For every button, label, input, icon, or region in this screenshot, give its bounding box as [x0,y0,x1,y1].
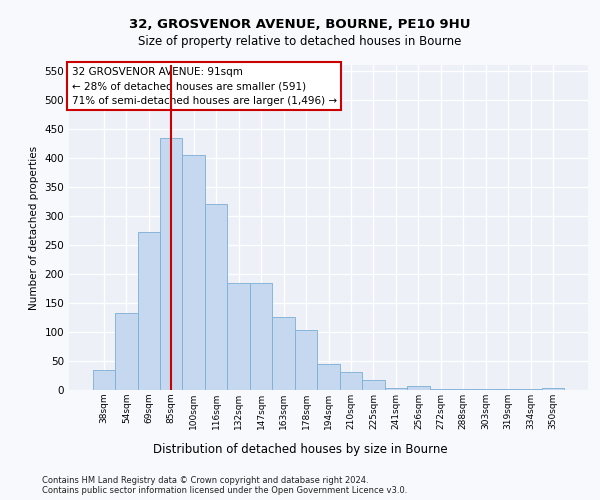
Text: Distribution of detached houses by size in Bourne: Distribution of detached houses by size … [152,442,448,456]
Text: 32 GROSVENOR AVENUE: 91sqm
← 28% of detached houses are smaller (591)
71% of sem: 32 GROSVENOR AVENUE: 91sqm ← 28% of deta… [71,66,337,106]
Text: 32, GROSVENOR AVENUE, BOURNE, PE10 9HU: 32, GROSVENOR AVENUE, BOURNE, PE10 9HU [129,18,471,30]
Bar [250,283,272,390]
Bar [407,386,430,390]
Bar [362,380,385,390]
Bar [160,138,182,390]
Bar [205,204,227,390]
Bar [317,364,340,390]
Bar [182,155,205,390]
Bar [430,389,452,390]
Text: Contains public sector information licensed under the Open Government Licence v3: Contains public sector information licen… [42,486,407,495]
Bar [340,372,362,390]
Y-axis label: Number of detached properties: Number of detached properties [29,146,39,310]
Bar [115,313,137,390]
Bar [227,283,250,390]
Bar [295,330,317,390]
Text: Size of property relative to detached houses in Bourne: Size of property relative to detached ho… [139,35,461,48]
Text: Contains HM Land Registry data © Crown copyright and database right 2024.: Contains HM Land Registry data © Crown c… [42,476,368,485]
Bar [137,232,160,390]
Bar [272,317,295,390]
Bar [92,370,115,390]
Bar [385,388,407,390]
Bar [542,388,565,390]
